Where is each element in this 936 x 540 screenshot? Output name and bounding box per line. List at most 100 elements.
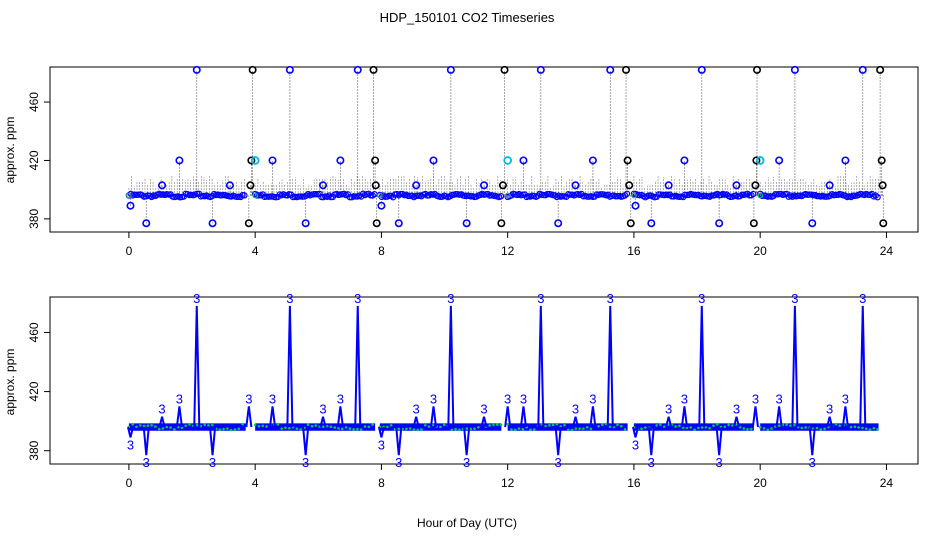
baseline-speck: [276, 423, 280, 426]
baseline-speck: [161, 427, 165, 430]
black-outlier-point: [622, 65, 631, 74]
spike-line: [775, 406, 783, 428]
baseline-speck: [488, 424, 491, 427]
baseline-speck: [420, 428, 423, 431]
segment-start-point: [252, 192, 258, 199]
baseline-speck: [589, 427, 593, 431]
blue-outlier-point: [301, 219, 310, 228]
bottom-x-tick-label: 0: [126, 476, 133, 490]
baseline-speck: [815, 426, 819, 430]
point-label: 3: [632, 437, 639, 452]
baseline-speck: [513, 428, 517, 432]
baseline-speck: [712, 424, 715, 427]
point-label: 3: [733, 402, 740, 417]
black-outlier-point: [498, 181, 507, 190]
baseline-speck: [529, 428, 532, 432]
blue-outlier-point: [858, 65, 867, 74]
baseline-speck: [510, 428, 513, 431]
baseline-speck: [329, 425, 333, 429]
blue-outlier-point: [715, 219, 724, 228]
baseline-point: [255, 192, 263, 199]
baseline-speck: [237, 427, 241, 431]
baseline-speck: [548, 424, 551, 427]
baseline-speck: [207, 424, 210, 427]
baseline-speck: [146, 424, 150, 428]
baseline-speck: [655, 424, 658, 427]
baseline-speck: [566, 428, 570, 432]
spike-line: [698, 305, 706, 428]
black-outlier-point: [749, 219, 758, 228]
cyan-outlier-point: [755, 156, 765, 165]
baseline-speck: [389, 423, 393, 427]
point-label: 3: [430, 391, 437, 406]
blue-outlier-point: [664, 181, 673, 190]
baseline-speck: [674, 425, 677, 428]
baseline-speck: [241, 422, 244, 426]
spike-line: [733, 416, 741, 428]
bottom-panel-ylabel: approx. ppm: [3, 349, 17, 416]
spike-line: [286, 305, 294, 428]
top-x-tick-label: 12: [501, 244, 515, 258]
spike-line: [377, 426, 385, 438]
spike-line: [808, 426, 816, 456]
top-x-tick-label: 20: [754, 244, 768, 258]
top-panel-axes: 0 4 8 12 16 20 24 380 420 460: [27, 92, 893, 258]
blue-outlier-point: [479, 181, 488, 190]
baseline-speck: [597, 424, 600, 428]
baseline-speck: [819, 428, 823, 431]
baseline-speck: [823, 427, 826, 431]
baseline-speck: [131, 423, 134, 426]
bottom-panel-lines: [126, 305, 879, 456]
baseline-speck: [708, 426, 711, 430]
baseline-speck: [758, 426, 762, 429]
baseline-speck: [838, 424, 842, 427]
baseline-speck: [195, 423, 199, 427]
baseline-speck: [184, 424, 188, 428]
point-label: 3: [395, 455, 402, 470]
baseline-speck: [423, 423, 427, 427]
baseline-speck: [261, 424, 265, 428]
blue-outlier-point: [606, 65, 615, 74]
baseline-speck: [477, 425, 480, 429]
baseline-speck: [608, 425, 612, 429]
baseline-speck: [601, 423, 604, 427]
point-label: 3: [447, 291, 454, 306]
baseline-speck: [785, 423, 788, 427]
blue-outlier-point: [775, 156, 784, 165]
blue-outlier-point: [285, 65, 294, 74]
baseline-speck: [616, 423, 619, 427]
bottom-x-tick-label: 8: [378, 476, 385, 490]
point-label: 3: [378, 437, 385, 452]
baseline-speck: [142, 424, 146, 428]
baseline-speck: [876, 428, 879, 431]
point-label: 3: [245, 391, 252, 406]
baseline-speck: [868, 428, 872, 431]
spike-line: [589, 406, 597, 428]
baseline-band: [760, 423, 879, 431]
baseline-speck: [188, 423, 191, 426]
blue-outlier-point: [571, 181, 580, 190]
blue-outlier-point: [554, 219, 563, 228]
x-axis-label: Hour of Day (UTC): [417, 516, 517, 530]
spike-line: [751, 406, 759, 428]
point-label: 3: [193, 291, 200, 306]
top-y-tick-label: 420: [27, 150, 41, 170]
baseline-speck: [352, 428, 355, 431]
baseline-point: [316, 190, 323, 198]
spike-line: [632, 426, 640, 438]
top-panel-ylabel: approx. ppm: [3, 117, 17, 184]
baseline-speck: [693, 428, 696, 432]
baseline-speck: [792, 423, 796, 427]
black-outlier-point: [876, 65, 885, 74]
baseline-speck: [853, 425, 857, 429]
spike-line: [647, 426, 655, 456]
point-label: 3: [589, 391, 596, 406]
spike-line: [319, 416, 327, 428]
spike-line: [142, 426, 150, 456]
spike-line: [859, 305, 867, 428]
baseline-speck: [544, 424, 547, 428]
baseline-speck: [154, 425, 157, 428]
black-outlier-point: [372, 219, 381, 228]
bottom-y-tick-label: 420: [27, 381, 41, 401]
